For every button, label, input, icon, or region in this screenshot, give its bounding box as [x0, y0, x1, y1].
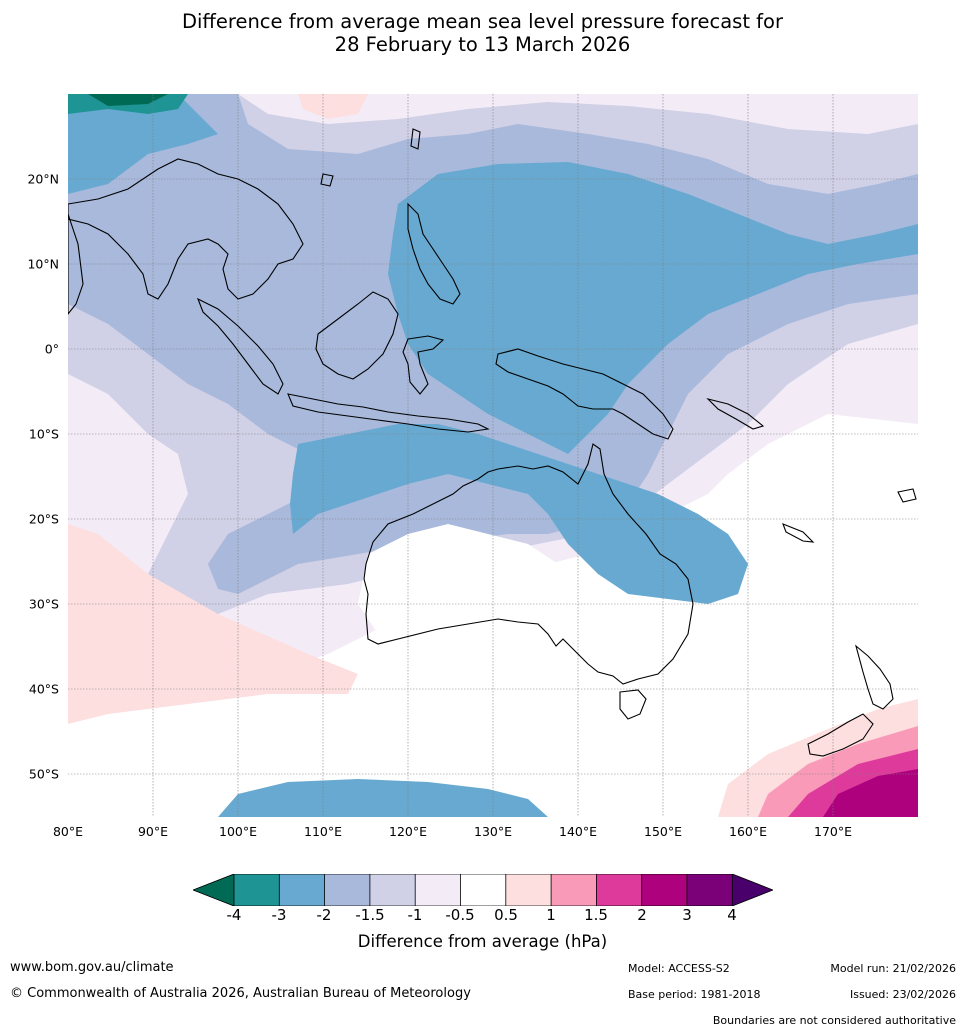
disclaimer-text: Boundaries are not considered authoritat… [712, 1014, 956, 1027]
coastline-borneo [315, 291, 399, 380]
contour-p2-3 [823, 769, 918, 817]
colorbar-cell-gt-4 [732, 874, 773, 906]
lat-label-20n: 20°N [27, 171, 59, 187]
lat-label-0: 0° [44, 341, 59, 357]
contour-m05-05-australia [358, 524, 598, 704]
coastline-solomon [706, 397, 765, 430]
colorbar-cell-m05-05 [460, 874, 506, 906]
colorbar-cell-p15-2 [596, 874, 642, 906]
coastline-nz-south [807, 713, 874, 757]
colorbar-tick: 3 [682, 906, 692, 924]
colorbar-tick: -1 [407, 906, 423, 924]
coastline-sulawesi [402, 335, 445, 395]
colorbar-tick: -2 [316, 906, 332, 924]
map-title-line-1: Difference from average mean sea level p… [182, 10, 783, 33]
map-title: Difference from average mean sea level p… [0, 10, 965, 56]
lat-label-30s: 30°S [28, 596, 59, 612]
coastline-tasmania [619, 689, 647, 720]
lon-label-120e: 120°E [388, 824, 428, 839]
coastline-philippines [407, 202, 461, 305]
lat-label-20s: 20°S [28, 511, 59, 527]
contour-m3-m2-australia [290, 424, 748, 604]
issued-text: Issued: 23/02/2026 [849, 988, 956, 1001]
colorbar-cell-m4-m3 [234, 874, 280, 906]
colorbar-cell-m2-m15 [324, 874, 370, 906]
lon-label-140e: 140°E [558, 824, 598, 839]
colorbar-dividers [233, 874, 733, 906]
colorbar-tick: 4 [727, 906, 737, 924]
colorbar-tick: 1.5 [584, 906, 608, 924]
contour-m3-m2 [68, 94, 218, 194]
lon-label-100e: 100°E [218, 824, 258, 839]
lon-label-110e: 110°E [303, 824, 343, 839]
lon-label-90e: 90°E [137, 824, 169, 839]
coastline-indochina [68, 158, 304, 300]
colorbar-cell-m15-m1 [369, 874, 416, 906]
lon-label-130e: 130°E [473, 824, 513, 839]
contour-p05-1-north [298, 94, 368, 119]
copyright-text: © Commonwealth of Australia 2026, Austra… [10, 986, 471, 1001]
colorbar-tick: -3 [271, 906, 287, 924]
lat-label-10s: 10°S [28, 426, 59, 442]
colorbar-cell-p3-4 [687, 874, 733, 906]
colorbar-cell-lt-m4 [193, 874, 235, 906]
map-gridlines [68, 94, 918, 817]
colorbar-cell-m3-m2 [279, 874, 325, 906]
contour-m3-m2-southern [218, 779, 548, 817]
lat-label-10n: 10°N [27, 256, 59, 272]
coastline-new-caledonia [782, 523, 815, 543]
contour-m05-05-pacific [843, 424, 918, 494]
colorbar-tick: 0.5 [494, 906, 518, 924]
map-title-line-2: 28 February to 13 March 2026 [334, 33, 631, 56]
coastline-hainan [320, 173, 334, 187]
coastline-new-guinea [495, 348, 674, 440]
lat-label-40s: 40°S [28, 681, 59, 697]
lon-label-150e: 150°E [643, 824, 683, 839]
contour-m3-m2-pacific [388, 162, 918, 454]
coastline-nz-north [855, 644, 894, 710]
colorbar-tick: 1 [546, 906, 556, 924]
colorbar [193, 874, 773, 906]
colorbar-tick: -1.5 [355, 906, 385, 924]
lon-label-170e: 170°E [813, 824, 853, 839]
colorbar-cell-p2-3 [641, 874, 687, 906]
model-text: Model: ACCESS-S2 [628, 962, 730, 975]
coastline-taiwan [410, 128, 421, 150]
lat-label-50s: 50°S [28, 766, 59, 782]
colorbar-cell-p05-1 [505, 874, 552, 906]
model-run-text: Model run: 21/02/2026 [830, 962, 956, 975]
lon-label-160e: 160°E [728, 824, 768, 839]
colorbar-tick: -4 [226, 906, 242, 924]
colorbar-title: Difference from average (hPa) [357, 932, 608, 951]
contour-lt-m4 [88, 94, 168, 106]
pressure-anomaly-map [68, 94, 918, 817]
website-link[interactable]: www.bom.gov.au/climate [10, 960, 174, 975]
colorbar-tick: 2 [637, 906, 647, 924]
coastlines [68, 128, 917, 757]
coastline-sumatra [196, 297, 284, 395]
colorbar-tick: -0.5 [445, 906, 475, 924]
coastline-australia [363, 443, 694, 685]
base-period-text: Base period: 1981-2018 [628, 988, 761, 1001]
coastline-india [68, 213, 84, 315]
coastline-java [287, 393, 490, 433]
contour-p05-1-west [68, 524, 358, 724]
colorbar-cell-p1-15 [551, 874, 597, 906]
coastline-fiji [897, 488, 917, 503]
lon-label-80e: 80°E [52, 824, 84, 839]
colorbar-cell-m1-m05 [415, 874, 461, 906]
